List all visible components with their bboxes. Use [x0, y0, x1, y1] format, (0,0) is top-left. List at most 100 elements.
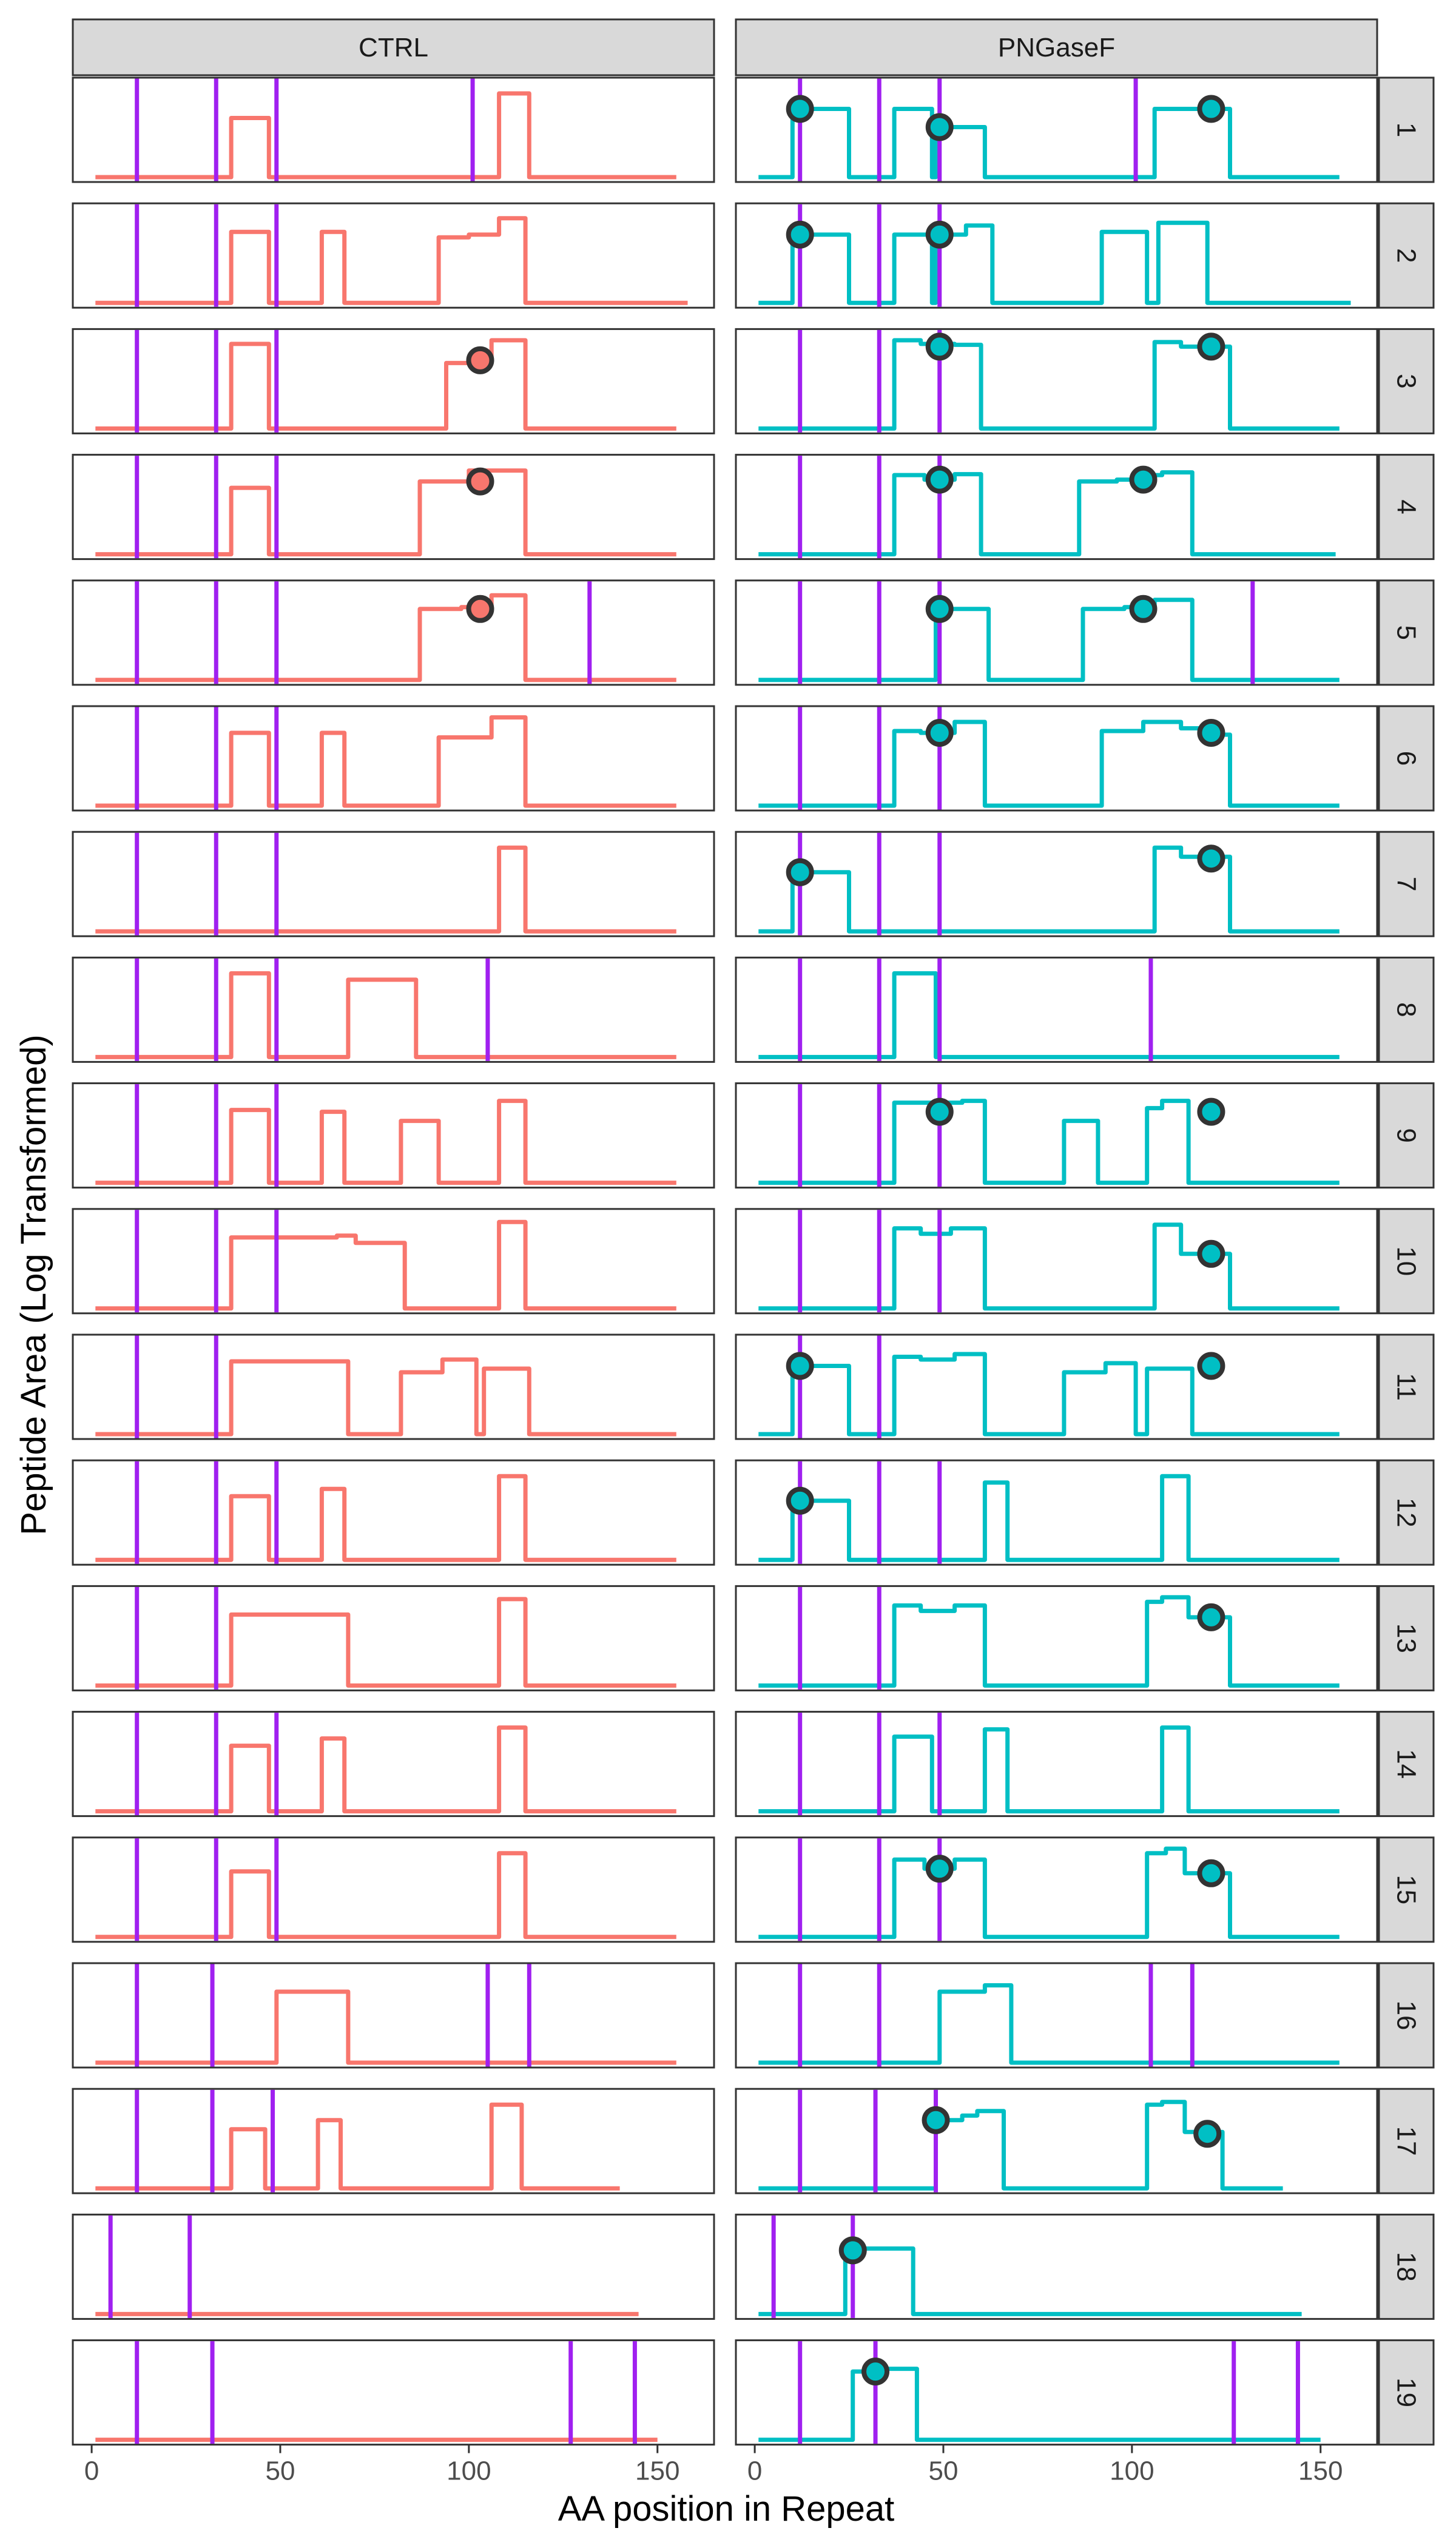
panel-background [72, 1333, 715, 1440]
site-marker [925, 113, 954, 141]
site-marker [786, 220, 814, 249]
row-strip-label: 9 [1392, 1128, 1421, 1142]
site-marker [1197, 95, 1225, 123]
row-strip-1: 1 [1378, 76, 1435, 183]
site-marker [838, 2236, 867, 2265]
panel-background [72, 2213, 715, 2320]
panel-background [72, 831, 715, 937]
site-marker [786, 95, 814, 123]
panel-background [72, 705, 715, 812]
panel-background [72, 454, 715, 561]
panel-ctrl-row-1 [72, 76, 715, 183]
panel-background [72, 76, 715, 183]
panel-pngasef-row-18 [735, 2213, 1378, 2320]
panel-ctrl-row-2 [72, 202, 715, 309]
panel-ctrl-row-4 [72, 454, 715, 561]
panel-pngasef-row-8 [735, 956, 1378, 1063]
series-line [758, 107, 1340, 180]
panel-ctrl-row-13 [72, 1585, 715, 1691]
panel-pngasef-row-10 [735, 1208, 1378, 1315]
strip-background [1378, 202, 1435, 309]
x-axes: 0 50 100 150 0 50 100 150 [84, 2444, 1343, 2486]
x-tick-label: 100 [447, 2456, 491, 2486]
series-line [758, 971, 1340, 1059]
strip-background [1378, 1711, 1435, 1818]
panel-ctrl-row-18 [72, 2213, 715, 2320]
panel-background [735, 1962, 1378, 2069]
row-strip-14: 14 [1378, 1711, 1435, 1818]
x-tick-label: 50 [265, 2456, 295, 2486]
series-line [758, 2100, 1283, 2191]
site-marker [925, 595, 954, 623]
column-strips: CTRL PNGaseF [72, 18, 1378, 76]
column-strip-label: PNGaseF [998, 33, 1115, 62]
series-line [95, 338, 676, 431]
series-line [758, 1846, 1340, 1940]
strip-background [1378, 956, 1435, 1063]
site-marker [925, 332, 954, 361]
panel-background [72, 1585, 715, 1691]
panel-pngasef-row-17 [735, 2088, 1378, 2194]
series-line [95, 1357, 676, 1437]
strip-background [1378, 328, 1435, 434]
row-strip-19: 19 [1378, 2339, 1435, 2446]
site-marker [925, 465, 954, 494]
strip-background [1378, 1459, 1435, 1566]
strip-background [1378, 2213, 1435, 2320]
panel-ctrl-row-6 [72, 705, 715, 812]
column-strip-label: CTRL [359, 33, 428, 62]
facet-panels [72, 76, 1378, 2446]
series-line [95, 1219, 676, 1311]
panel-pngasef-row-15 [735, 1836, 1378, 1943]
row-strip-label: 7 [1392, 877, 1421, 891]
strip-background [1378, 705, 1435, 812]
panel-pngasef-row-19 [735, 2339, 1378, 2446]
row-strip-17: 17 [1378, 2088, 1435, 2194]
panel-background [735, 705, 1378, 812]
strip-background [1378, 1962, 1435, 2069]
row-strip-label: 17 [1392, 2126, 1421, 2156]
series-line [758, 1352, 1340, 1437]
site-marker [786, 858, 814, 886]
row-strip-18: 18 [1378, 2213, 1435, 2320]
site-marker [1197, 332, 1225, 361]
row-strip-6: 6 [1378, 705, 1435, 812]
x-tick-label: 50 [928, 2456, 958, 2486]
series-line [758, 1983, 1340, 2065]
row-strip-label: 8 [1392, 1002, 1421, 1017]
series-line [95, 216, 688, 305]
row-strip-label: 13 [1392, 1623, 1421, 1653]
panel-pngasef-row-9 [735, 1082, 1378, 1189]
row-strip-label: 10 [1392, 1246, 1421, 1276]
panel-ctrl-row-9 [72, 1082, 715, 1189]
panel-pngasef-row-4 [735, 454, 1378, 561]
panel-background [72, 2339, 715, 2446]
row-strip-label: 14 [1392, 1749, 1421, 1779]
panel-pngasef-row-14 [735, 1711, 1378, 1818]
panel-background [735, 1585, 1378, 1691]
row-strip-11: 11 [1378, 1333, 1435, 1440]
row-strip-label: 3 [1392, 374, 1421, 388]
site-marker [1197, 719, 1225, 747]
site-marker [861, 2358, 890, 2386]
panel-background [735, 579, 1378, 686]
panel-pngasef-row-7 [735, 831, 1378, 937]
series-line [758, 1099, 1340, 1185]
site-marker [925, 1097, 954, 1126]
site-marker [466, 346, 494, 374]
x-tick-label: 0 [747, 2456, 762, 2486]
panel-background [735, 202, 1378, 309]
x-tick-label: 100 [1110, 2456, 1154, 2486]
panel-background [735, 1082, 1378, 1189]
panel-background [735, 2339, 1378, 2446]
row-strip-15: 15 [1378, 1836, 1435, 1943]
series-line [95, 845, 676, 934]
series-line [758, 1595, 1340, 1688]
row-strip-9: 9 [1378, 1082, 1435, 1189]
panel-pngasef-row-3 [735, 328, 1378, 434]
strip-background [72, 18, 715, 76]
series-line [95, 971, 676, 1059]
series-line [95, 715, 676, 808]
x-tick-label: 150 [635, 2456, 679, 2486]
x-axis-pngasef: 0 50 100 150 [747, 2444, 1343, 2486]
